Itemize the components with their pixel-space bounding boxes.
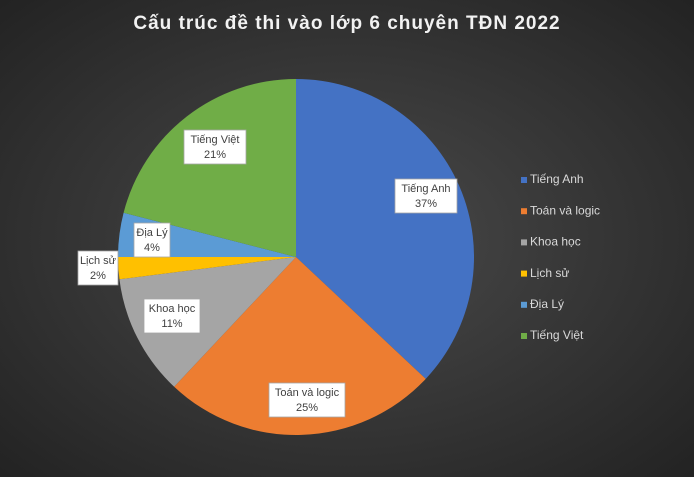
legend-swatch [521,239,527,246]
data-label-box [394,178,458,214]
data-label-name: Khoa học [149,303,196,315]
data-label-value: 21% [204,149,226,161]
legend-swatch [521,177,527,183]
data-label-value: 11% [161,318,182,330]
legend-label: Toán và logic [530,203,600,217]
pie-slice [296,79,474,379]
data-label-value: 2% [90,270,106,282]
data-label-name: Lịch sử [80,255,117,267]
legend-swatch [521,208,527,215]
legend-swatch [521,270,527,277]
data-label-value: 37% [415,198,437,210]
data-label-box [268,382,346,418]
data-label-box [183,129,247,165]
data-label-value: 25% [296,402,318,414]
pie-slice [118,257,296,280]
pie-slice [119,257,296,387]
legend-label: Tiếng Việt [530,328,584,342]
legend-swatch [521,301,527,308]
data-label-value: 4% [144,242,160,254]
data-label-box [77,250,119,286]
legend-label: Khoa học [530,235,581,249]
data-label-name: Tiếng Việt [191,134,240,146]
data-label-box [133,222,171,258]
legend-label: Lịch sử [530,266,569,280]
data-label-name: Toán và logic [275,387,340,399]
pie-slice [123,79,296,257]
legend-label: Tiếng Anh [530,172,584,186]
legend-label: Địa Lý [530,297,564,311]
data-label-box [143,298,201,334]
data-label-name: Địa Lý [136,227,168,239]
data-label-name: Tiếng Anh [401,183,450,195]
pie-slice [174,257,426,435]
legend-swatch [521,333,527,339]
chart-title: Cấu trúc đề thi vào lớp 6 chuyên TĐN 202… [133,13,560,34]
